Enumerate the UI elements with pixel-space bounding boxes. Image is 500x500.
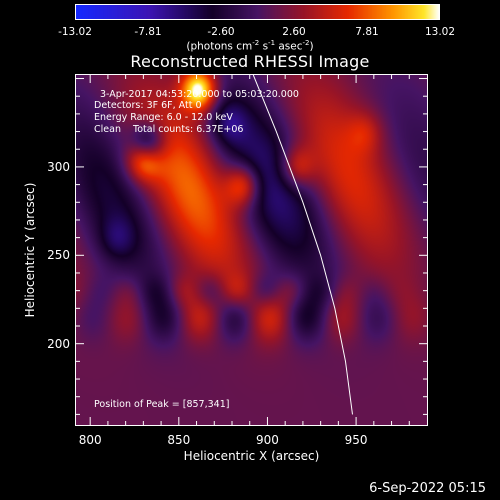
plot-overlay <box>76 75 427 425</box>
x-tick-label: 800 <box>78 433 102 447</box>
info-detectors: Detectors: 3F 6F, Att 0 <box>94 100 202 111</box>
colorbar-tick: -13.02 <box>58 26 92 38</box>
info-time-range: 3-Apr-2017 04:53:20.000 to 05:03:20.000 <box>100 89 299 100</box>
chart-title: Reconstructed RHESSI Image <box>130 52 370 71</box>
x-tick-marks <box>89 75 410 425</box>
colorbar-tick: -7.81 <box>134 26 162 38</box>
peak-position-label: Position of Peak = [857,341] <box>94 399 230 410</box>
x-axis-label: Heliocentric X (arcsec) <box>183 449 320 463</box>
y-axis-label: Heliocentric Y (arcsec) <box>23 182 37 318</box>
y-tick-label: 300 <box>47 159 70 174</box>
y-tick-marks <box>76 78 427 415</box>
colorbar-tick: -2.60 <box>207 26 235 38</box>
colorbar-tick: 13.02 <box>424 26 456 38</box>
colorbar-unit: (photons cm-2 s-1 asec-2) <box>186 39 314 53</box>
colorbar-tick: 2.60 <box>282 26 306 38</box>
heatmap-image <box>76 75 427 425</box>
x-tick-label: 900 <box>256 433 279 447</box>
plot-area: 3-Apr-2017 04:53:20.000 to 05:03:20.000 … <box>75 74 428 426</box>
timestamp: 6-Sep-2022 05:15 <box>369 481 486 496</box>
x-tick-label: 950 <box>344 433 368 447</box>
y-tick-label: 200 <box>47 336 70 351</box>
colorbar <box>75 4 440 20</box>
info-total-counts: Clean Total counts: 6.37E+06 <box>94 124 244 135</box>
x-tick-label: 850 <box>167 433 191 447</box>
colorbar-tick: 7.81 <box>355 26 379 38</box>
info-energy-range: Energy Range: 6.0 - 12.0 keV <box>94 112 233 123</box>
limb-curve <box>252 75 353 415</box>
y-tick-label: 250 <box>47 248 70 263</box>
